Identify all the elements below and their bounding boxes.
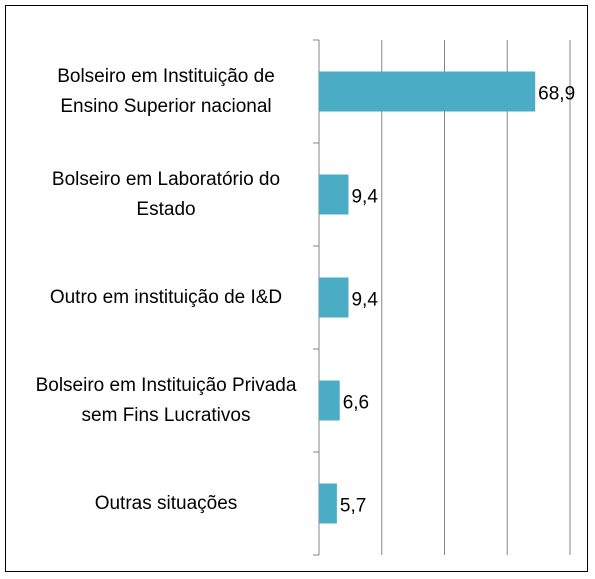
bar — [319, 277, 349, 318]
bar — [319, 174, 349, 215]
bar — [319, 380, 340, 421]
value-label: 5,7 — [340, 496, 366, 517]
value-label: 6,6 — [343, 393, 369, 414]
bar — [319, 71, 536, 112]
bar — [319, 483, 337, 524]
value-label: 68,9 — [538, 84, 575, 105]
value-label: 9,4 — [351, 187, 378, 208]
y-tick-label: Outras situações — [94, 492, 238, 514]
value-label: 9,4 — [351, 290, 378, 311]
y-tick-label: Bolseiro em Instituição Privada sem Fins… — [35, 374, 297, 426]
y-tick-label: Bolseiro em Laboratório do Estado — [51, 168, 281, 220]
chart-frame — [5, 5, 588, 572]
y-tick-label: Bolseiro em Instituição de Ensino Superi… — [57, 65, 275, 117]
y-tick-label: Outro em instituição de I&D — [49, 286, 283, 308]
